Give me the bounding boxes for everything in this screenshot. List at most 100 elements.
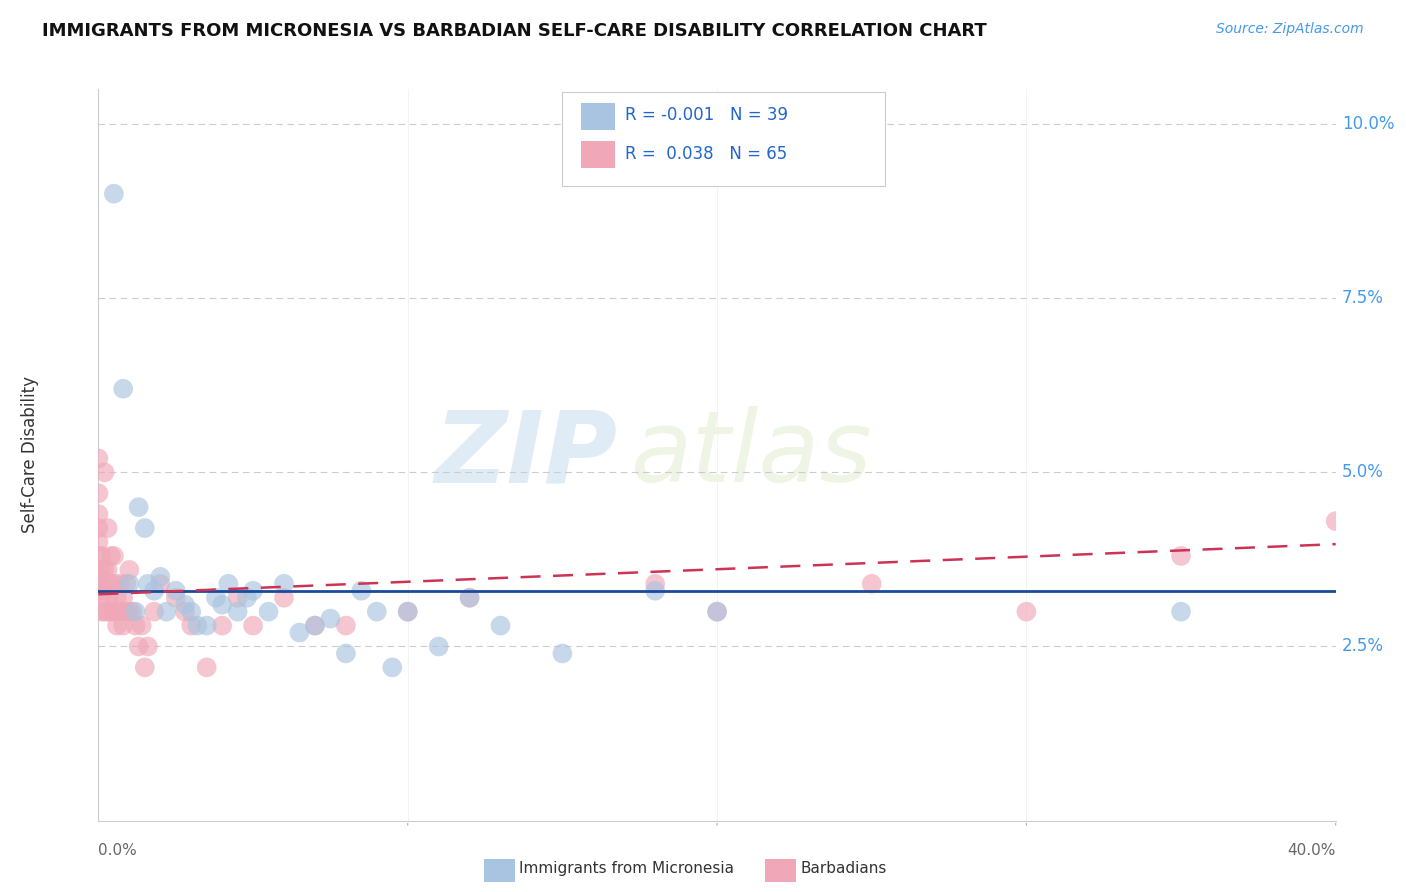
Point [174, 605, 197, 619]
Point [128, 640, 150, 654]
Point [115, 605, 138, 619]
Point [706, 605, 728, 619]
Point [118, 576, 141, 591]
Point [149, 570, 172, 584]
Point [90, 591, 112, 605]
Text: 7.5%: 7.5% [1341, 289, 1384, 307]
Point [118, 605, 141, 619]
Text: atlas: atlas [630, 407, 872, 503]
Point [427, 640, 450, 654]
Point [226, 605, 249, 619]
Point [100, 576, 122, 591]
Point [115, 576, 138, 591]
Point [87, 451, 110, 466]
Point [100, 605, 122, 619]
Point [100, 549, 122, 563]
Point [350, 583, 373, 598]
Point [136, 640, 159, 654]
Point [860, 576, 883, 591]
Text: 0.0%: 0.0% [98, 843, 138, 857]
Point [112, 618, 135, 632]
Point [217, 576, 239, 591]
Point [644, 583, 666, 598]
Point [211, 618, 233, 632]
Text: Barbadians: Barbadians [800, 862, 886, 876]
Point [195, 618, 218, 632]
Point [1324, 514, 1347, 528]
Point [236, 591, 259, 605]
Text: 40.0%: 40.0% [1288, 843, 1336, 857]
Point [87, 576, 110, 591]
Point [112, 591, 135, 605]
Point [105, 591, 128, 605]
Point [644, 576, 666, 591]
Point [211, 598, 233, 612]
Point [93, 583, 115, 598]
Point [131, 618, 153, 632]
Point [87, 570, 110, 584]
Point [121, 605, 143, 619]
Point [335, 647, 357, 661]
Point [319, 612, 342, 626]
Point [112, 382, 135, 396]
Point [396, 605, 419, 619]
Point [288, 625, 311, 640]
Point [136, 576, 159, 591]
Point [124, 605, 146, 619]
Point [165, 591, 187, 605]
Point [90, 549, 112, 563]
Point [242, 618, 264, 632]
Point [165, 583, 187, 598]
Point [226, 591, 249, 605]
Point [180, 605, 202, 619]
Point [97, 591, 120, 605]
Point [1170, 605, 1192, 619]
Point [90, 605, 112, 619]
Point [458, 591, 481, 605]
Point [103, 605, 125, 619]
Point [1015, 605, 1038, 619]
Point [103, 549, 125, 563]
Point [103, 576, 125, 591]
Point [551, 647, 574, 661]
Text: Self-Care Disability: Self-Care Disability [21, 376, 39, 533]
Point [195, 660, 218, 674]
Point [87, 486, 110, 500]
Point [93, 605, 115, 619]
Point [87, 563, 110, 577]
Point [124, 618, 146, 632]
Text: ZIP: ZIP [434, 407, 619, 503]
Text: 5.0%: 5.0% [1341, 463, 1384, 482]
Point [273, 591, 295, 605]
Text: Source: ZipAtlas.com: Source: ZipAtlas.com [1216, 22, 1364, 37]
Point [93, 466, 115, 480]
Point [90, 576, 112, 591]
Point [134, 521, 156, 535]
Point [242, 583, 264, 598]
Point [93, 563, 115, 577]
Point [87, 521, 110, 535]
Point [205, 591, 228, 605]
Text: IMMIGRANTS FROM MICRONESIA VS BARBADIAN SELF-CARE DISABILITY CORRELATION CHART: IMMIGRANTS FROM MICRONESIA VS BARBADIAN … [42, 22, 987, 40]
Text: 10.0%: 10.0% [1341, 115, 1395, 133]
Point [706, 605, 728, 619]
Point [90, 563, 112, 577]
Point [128, 500, 150, 515]
Point [273, 576, 295, 591]
Point [304, 618, 326, 632]
Point [366, 605, 388, 619]
Point [143, 583, 166, 598]
Point [155, 605, 177, 619]
Point [335, 618, 357, 632]
Point [134, 660, 156, 674]
Point [108, 576, 131, 591]
Point [108, 605, 131, 619]
Point [97, 605, 120, 619]
Point [97, 563, 120, 577]
Point [180, 618, 202, 632]
Point [396, 605, 419, 619]
Point [118, 563, 141, 577]
Point [381, 660, 404, 674]
Point [87, 583, 110, 598]
Point [87, 535, 110, 549]
